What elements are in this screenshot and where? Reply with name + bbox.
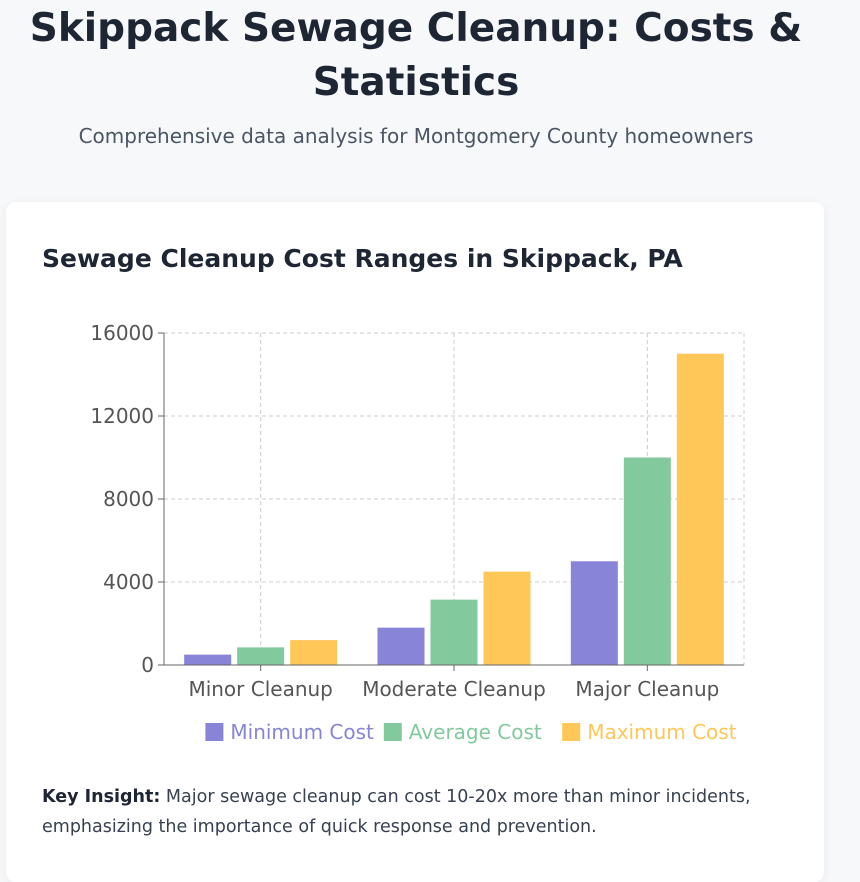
key-insight-label: Key Insight: bbox=[42, 787, 161, 807]
cost-range-bar-chart: 0 4000 8000 12000 16000 Minor Cleanup Moderate… bbox=[90, 321, 745, 744]
y-tick-label: 4000 bbox=[103, 570, 154, 594]
bar-average-cost bbox=[237, 647, 285, 665]
key-insight-text: Major sewage cleanup can cost 10-20x mor… bbox=[42, 787, 751, 837]
legend-swatch-maximum-cost bbox=[562, 723, 581, 741]
chart-card: Sewage Cleanup Cost Ranges in Skippack, … bbox=[6, 202, 824, 882]
bar-maximum-cost bbox=[483, 571, 531, 665]
bar-group bbox=[184, 353, 724, 665]
x-tick-label: Major Cleanup bbox=[575, 677, 719, 701]
bar-minimum-cost bbox=[184, 654, 232, 665]
bar-minimum-cost bbox=[377, 627, 425, 665]
bar-average-cost bbox=[623, 457, 671, 665]
y-tick-label: 0 bbox=[141, 653, 154, 677]
y-tick-label: 12000 bbox=[90, 404, 154, 428]
bar-maximum-cost bbox=[290, 640, 338, 665]
bar-minimum-cost bbox=[570, 561, 618, 665]
y-tick-label: 8000 bbox=[103, 487, 154, 511]
x-tick-label: Minor Cleanup bbox=[188, 677, 332, 701]
y-tick-label: 16000 bbox=[90, 321, 154, 345]
legend-swatch-minimum-cost bbox=[205, 723, 224, 741]
page-title: Skippack Sewage Cleanup: Costs & Statist… bbox=[29, 6, 803, 105]
bar-average-cost bbox=[430, 599, 478, 665]
axes: 0 4000 8000 12000 16000 Minor Cleanup Moderate… bbox=[90, 321, 744, 701]
bar-maximum-cost bbox=[676, 353, 724, 665]
legend-label-minimum-cost: Minimum Cost bbox=[230, 720, 374, 744]
chart-card-title: Sewage Cleanup Cost Ranges in Skippack, … bbox=[42, 244, 683, 273]
x-tick-label: Moderate Cleanup bbox=[362, 677, 546, 701]
legend-swatch-average-cost bbox=[383, 723, 402, 741]
legend-label-maximum-cost: Maximum Cost bbox=[587, 720, 737, 744]
page-subtitle: Comprehensive data analysis for Montgome… bbox=[78, 124, 754, 148]
legend-label-average-cost: Average Cost bbox=[409, 720, 542, 744]
legend: Minimum Cost Average Cost Maximum Cost bbox=[205, 720, 737, 744]
key-insight: Key Insight: Major sewage cleanup can co… bbox=[42, 782, 802, 842]
